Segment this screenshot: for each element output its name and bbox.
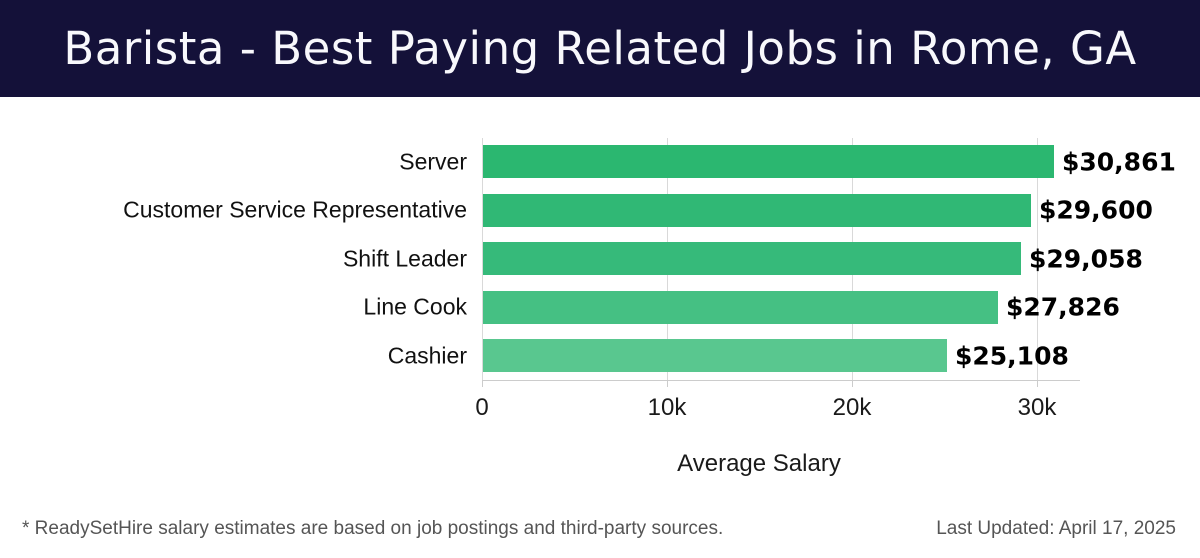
bar-shift-leader	[483, 242, 1021, 275]
x-tick-0	[482, 380, 483, 387]
value-label: $29,600	[1039, 195, 1153, 225]
title-bar: Barista - Best Paying Related Jobs in Ro…	[0, 0, 1200, 97]
category-label: Line Cook	[363, 293, 467, 320]
value-label: $30,861	[1062, 147, 1176, 176]
value-label: $29,058	[1029, 244, 1143, 273]
bar-cashier	[483, 339, 947, 372]
x-tick-label: 30k	[1017, 394, 1057, 421]
category-label: Server	[399, 148, 467, 174]
bar-chart: 0 10k 20k 30k Server $30,861 Customer Service …	[0, 97, 1200, 497]
x-tick-label: 0	[475, 394, 489, 421]
category-label: Shift Leader	[342, 245, 467, 271]
source-note: * ReadySetHire salary estimates are base…	[22, 518, 724, 539]
x-tick-20k	[852, 380, 853, 387]
x-tick-label: 10k	[647, 394, 687, 421]
gridline-30k	[1037, 138, 1038, 380]
bar-line-cook	[483, 290, 998, 324]
value-label: $25,108	[955, 341, 1069, 370]
category-label: Customer Service Representative	[123, 196, 467, 223]
x-axis-title: Average Salary	[677, 450, 841, 477]
x-axis-line	[482, 380, 1080, 381]
last-updated-note: Last Updated: April 17, 2025	[936, 518, 1176, 539]
bar-customer-service-representative	[483, 193, 1031, 227]
gridline-0	[482, 138, 483, 380]
category-label: Cashier	[387, 342, 467, 368]
page-title: Barista - Best Paying Related Jobs in Ro…	[63, 22, 1137, 75]
bar-server	[483, 145, 1054, 178]
x-tick-10k	[667, 380, 668, 387]
x-tick-label: 20k	[832, 394, 872, 421]
value-label: $27,826	[1006, 292, 1120, 322]
x-tick-30k	[1037, 380, 1038, 387]
